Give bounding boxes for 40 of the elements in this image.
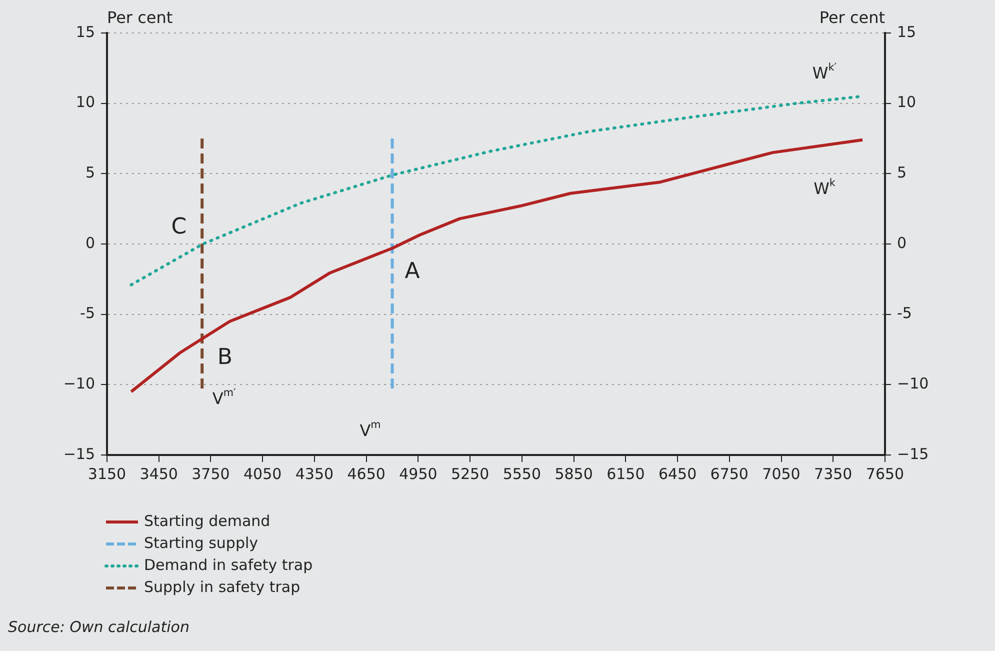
x-tick-label: 4650 [347,464,386,483]
x-tick-label: 6450 [658,464,697,483]
y2-tick-label: −10 [897,374,929,393]
x-tick-label: 3450 [140,464,178,483]
legend-label: Demand in safety trap [144,556,313,574]
legend-label: Starting demand [144,512,270,530]
x-tick-label: 5250 [450,464,490,483]
x-tick-label: 7050 [762,464,800,483]
y-tick-label: 0 [85,234,95,252]
annotation: A [404,258,420,284]
y-axis-title: Per cent [107,8,173,28]
y2-tick-label: −15 [897,444,929,463]
y-tick-label: 10 [76,93,95,112]
legend-label: Supply in safety trap [144,578,300,596]
legend-label: Starting supply [144,534,258,552]
annotation: B [217,344,232,370]
y-tick-label: -5 [80,304,95,322]
y2-tick-label: 0 [897,234,907,252]
y-tick-label: 15 [76,22,95,41]
x-tick-label: 5550 [502,464,542,483]
y-tick-label: −15 [63,444,95,463]
y-tick-label: −10 [63,374,95,393]
x-tick-label: 4950 [399,464,438,483]
y2-axis-title: Per cent [819,8,885,28]
x-tick-label: 7350 [814,464,852,483]
x-tick-label: 7650 [866,464,904,483]
annotation: C [171,214,187,240]
y-tick-label: 5 [85,164,95,182]
y2-tick-label: -5 [897,304,912,322]
x-tick-label: 5850 [554,464,593,483]
y2-tick-label: 5 [897,164,907,182]
x-tick-label: 4350 [295,464,334,483]
source-note: Source: Own calculation [8,618,190,636]
x-tick-label: 4050 [244,464,282,483]
x-tick-label: 3750 [192,464,230,483]
y2-tick-label: 10 [897,93,916,112]
y2-tick-label: 15 [897,22,916,41]
x-tick-label: 6750 [710,464,748,483]
x-tick-label: 6150 [606,464,645,483]
x-tick-label: 3150 [88,464,126,483]
